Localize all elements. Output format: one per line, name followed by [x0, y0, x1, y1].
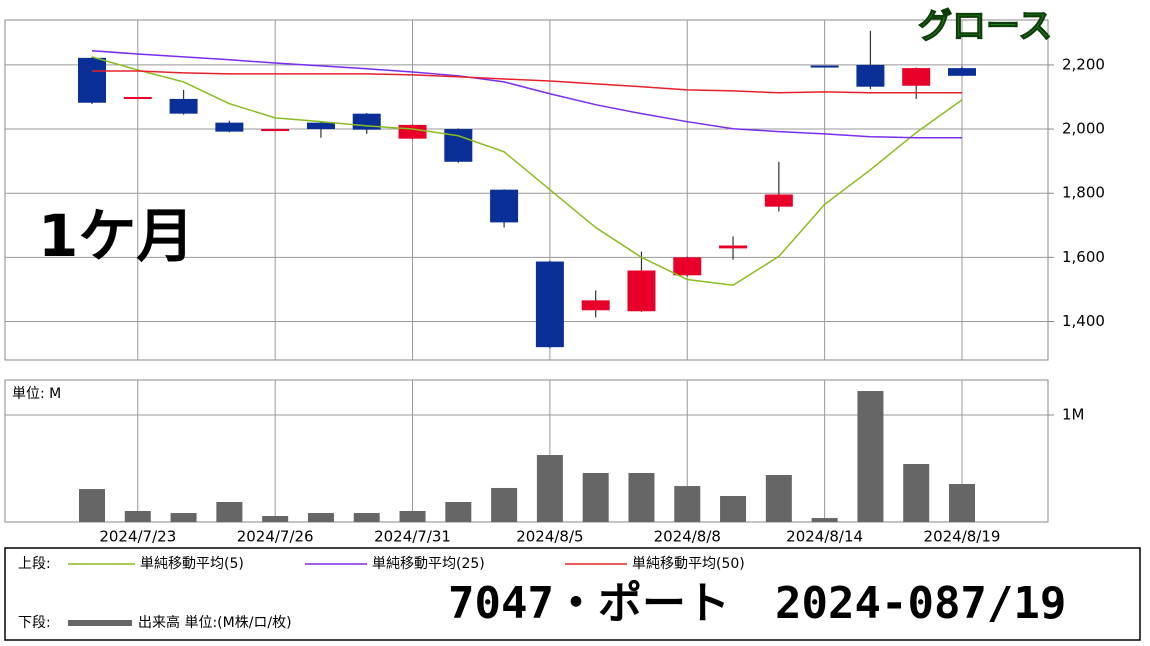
ma-line: [92, 70, 962, 94]
candle-body: [856, 64, 885, 87]
candle-body: [719, 245, 748, 249]
code-name: 7047・ポート: [448, 578, 730, 629]
volume-bar: [491, 487, 518, 522]
candle-body: [673, 257, 702, 276]
candle-body: [627, 270, 656, 312]
y-tick-label: 1,800: [1062, 184, 1105, 202]
candle-body: [398, 124, 427, 139]
candle-body: [535, 261, 564, 348]
price-panel: [4, 19, 1049, 361]
volume-bar: [536, 455, 563, 522]
x-tick-label: 2024/7/31: [374, 528, 451, 546]
date-label: 2024-087/19: [775, 578, 1066, 629]
candle-body: [169, 98, 198, 114]
x-tick-label: 2024/7/23: [99, 528, 176, 546]
volume-bar: [170, 513, 197, 522]
legend-label: 単純移動平均(50): [632, 556, 745, 572]
plot: [78, 30, 976, 522]
period-label: 1ケ月: [38, 202, 194, 270]
legend-label: 単純移動平均(25): [372, 556, 485, 572]
lower-label: 下段:: [18, 615, 51, 631]
volume-bar: [353, 513, 380, 522]
upper-label: 上段:: [18, 556, 51, 572]
volume-bar: [262, 516, 289, 522]
volume-bar: [857, 391, 884, 522]
ma-line: [91, 50, 962, 139]
candle-body: [581, 300, 610, 311]
volume-bar: [399, 510, 426, 522]
candle-body: [123, 96, 152, 99]
legend-label: 単純移動平均(5): [140, 556, 244, 572]
volume-bar: [216, 501, 243, 522]
candle-body: [764, 194, 793, 207]
y-tick-label: 1,400: [1062, 312, 1105, 330]
y-tick-label: 2,000: [1062, 120, 1105, 138]
volume-bar: [720, 495, 747, 522]
volume-bar: [307, 513, 334, 522]
legend-label: 出来高 単位:(M株/ロ/枚): [138, 614, 292, 631]
candle-body: [215, 122, 244, 132]
candle-body: [306, 122, 335, 130]
candle-body: [490, 189, 519, 223]
y-tick-label: 1M: [1062, 405, 1085, 423]
x-tick-label: 2024/7/26: [237, 528, 314, 546]
candle-body: [78, 57, 106, 103]
volume-bar: [582, 472, 609, 522]
market-label: グロース: [918, 7, 1052, 47]
volume-panel: [4, 379, 1049, 523]
volume-bar: [903, 464, 930, 522]
volume-bar: [674, 486, 701, 522]
ma-line: [91, 56, 963, 287]
y-tick-label: 1,600: [1062, 248, 1105, 266]
x-tick-label: 2024/8/5: [516, 528, 583, 546]
volume-bar: [811, 518, 838, 522]
x-tick-label: 2024/8/14: [786, 528, 863, 546]
volume-bar: [79, 489, 105, 522]
volume-bar: [628, 472, 655, 522]
volume-unit: 単位: M: [12, 386, 61, 402]
volume-bar: [765, 475, 792, 522]
x-tick-label: 2024/8/19: [924, 528, 1001, 546]
y-tick-label: 2,200: [1062, 55, 1105, 73]
volume-bar: [124, 510, 151, 522]
candle-body: [948, 68, 976, 76]
volume-bar: [445, 501, 472, 522]
candle-body: [810, 65, 839, 68]
volume-bar: [949, 484, 975, 522]
candle-body: [352, 113, 381, 130]
candle-body: [261, 129, 290, 132]
candle-body: [902, 68, 931, 86]
x-tick-label: 2024/8/8: [654, 528, 721, 546]
